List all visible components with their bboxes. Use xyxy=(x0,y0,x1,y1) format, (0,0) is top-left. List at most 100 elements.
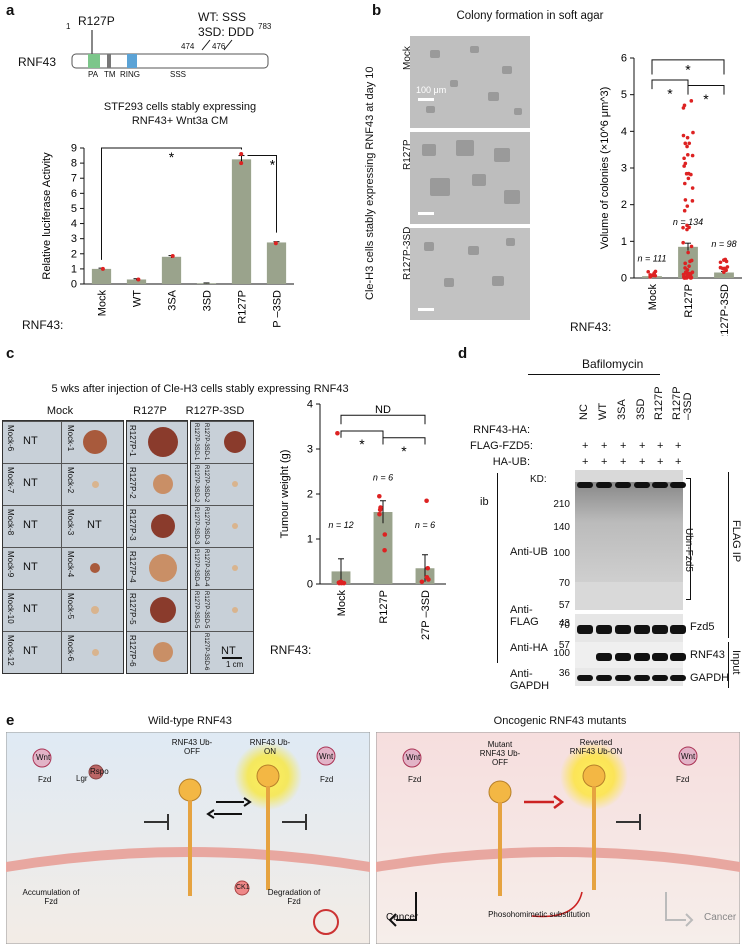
chart-a-title-1: STF293 cells stably expressing xyxy=(80,101,280,113)
sample-label: R127P-4 xyxy=(128,551,137,583)
micrograph-r127p xyxy=(410,132,530,224)
significance-star: * xyxy=(703,91,709,107)
x-tick-label: Mock xyxy=(647,284,659,311)
bar xyxy=(162,257,181,284)
rnf43-ub-on-label: RNF43 Ub-ON xyxy=(246,738,294,756)
wnt-label-3: Wnt xyxy=(406,753,420,762)
blot-band xyxy=(652,675,668,681)
sample-label: R127P-3SD-3 xyxy=(193,507,199,544)
significance-star: * xyxy=(667,85,673,101)
row-label-mock: Mock xyxy=(402,46,413,70)
data-point xyxy=(685,228,689,232)
x-tick-label: 3SA xyxy=(167,289,179,310)
x-tick-label: WT xyxy=(132,290,144,307)
rnf43-row-label-b: RNF43: xyxy=(570,320,611,334)
tumour xyxy=(153,474,173,494)
x-tick-label: Mock xyxy=(336,590,348,617)
y-tick-label: 2 xyxy=(307,489,313,501)
tumour xyxy=(232,607,238,613)
anti-ub-label: Anti-UB xyxy=(510,546,548,558)
blot-band xyxy=(652,482,668,488)
row-label-r127p-3sd: R127P-3SD xyxy=(402,227,413,280)
blot-band xyxy=(634,482,650,488)
data-point xyxy=(725,260,729,264)
tumour xyxy=(150,597,176,623)
tumour xyxy=(83,430,107,454)
y-tick-label: 3 xyxy=(307,444,313,456)
input-label: Input xyxy=(730,650,742,674)
fzd-label-4: Fzd xyxy=(676,775,689,784)
oncogenic-title: Oncogenic RNF43 mutants xyxy=(470,715,650,727)
y-tick-label: 4 xyxy=(621,126,627,138)
significance-star: * xyxy=(685,62,691,78)
y-tick-label: 0 xyxy=(307,579,313,591)
plus-sign: + xyxy=(675,456,681,468)
bar xyxy=(92,269,111,284)
bar xyxy=(232,159,251,284)
rnf43-ha-label: RNF43-HA: xyxy=(470,424,530,436)
blot-anti-ub xyxy=(575,470,683,610)
blot-band xyxy=(615,653,631,661)
fzd-label-3: Fzd xyxy=(408,775,421,784)
x-tick-label: R127P xyxy=(378,590,390,624)
plus-sign: + xyxy=(582,440,588,452)
sample-label: R127P-3SD-5 xyxy=(203,591,209,628)
data-point xyxy=(688,260,692,264)
tumour xyxy=(151,514,175,538)
flag-fzd5-label: FLAG-FZD5: xyxy=(470,440,530,452)
significance-star: * xyxy=(169,149,175,165)
significance-star: * xyxy=(401,443,407,459)
sample-label: Mock-5 xyxy=(66,593,75,619)
y-tick-label: 8 xyxy=(71,158,77,170)
data-point xyxy=(683,182,687,186)
n-label: n = 12 xyxy=(328,520,353,530)
luciferase-chart: 0123456789Mock WT 3SA 3SD R127P R127P –3SDRel… xyxy=(20,128,310,328)
wt-sequence: WT: SSS xyxy=(198,10,246,24)
blot-band xyxy=(596,482,612,488)
sample-label: R127P-3SD-1 xyxy=(193,423,199,460)
plus-sign: + xyxy=(657,440,663,452)
sample-label: Mock-9 xyxy=(6,551,15,577)
data-point xyxy=(719,266,723,270)
nt-label: NT xyxy=(23,561,38,573)
data-point xyxy=(682,134,686,138)
lane-label: 3SA xyxy=(617,399,628,420)
data-point xyxy=(691,199,695,203)
data-point xyxy=(683,142,687,146)
data-point xyxy=(101,267,105,271)
data-point xyxy=(382,548,387,553)
sample-label: R127P-3SD-4 xyxy=(193,549,199,586)
ib-label: ib xyxy=(480,496,489,508)
y-axis-label: Tumour weight (g) xyxy=(279,450,291,539)
scale-bar-c xyxy=(222,657,242,659)
bafilomycin-label: Bafilomycin xyxy=(582,357,643,371)
n-label: n = 98 xyxy=(711,239,736,249)
y-tick-label: 0 xyxy=(621,273,627,285)
rnf43-row-label-a: RNF43: xyxy=(22,318,63,332)
tumour-tray-r127p: R127P-1 R127P-2 R127P-3 R127P-4 R127P-5 R127P… xyxy=(126,420,188,674)
blot-band xyxy=(615,482,631,488)
sample-label: R127P-2 xyxy=(128,467,137,499)
sample-label: R127P-5 xyxy=(128,593,137,625)
x-tick-label: 3SD xyxy=(202,290,214,311)
data-point xyxy=(686,268,690,272)
plus-sign: + xyxy=(639,456,645,468)
blot-band xyxy=(577,625,593,634)
lane-label: NC xyxy=(579,404,590,420)
group-r127p: R127P xyxy=(120,405,180,417)
rnf43-row-label-c: RNF43: xyxy=(270,643,311,657)
wildtype-title: Wild-type RNF43 xyxy=(100,715,280,727)
gapdh-band-label: GAPDH xyxy=(690,672,729,684)
data-point xyxy=(683,262,687,266)
data-point xyxy=(719,260,723,264)
y-tick-label: 4 xyxy=(307,399,313,411)
bar xyxy=(267,242,286,284)
data-point xyxy=(690,99,694,103)
mw-marker: 36 xyxy=(548,668,570,679)
sample-label: Mock-8 xyxy=(6,509,15,535)
mw-marker: 100 xyxy=(548,648,570,659)
sample-label: Mock-7 xyxy=(6,467,15,493)
data-point xyxy=(171,254,175,258)
data-point xyxy=(383,532,388,537)
data-point xyxy=(682,156,686,160)
